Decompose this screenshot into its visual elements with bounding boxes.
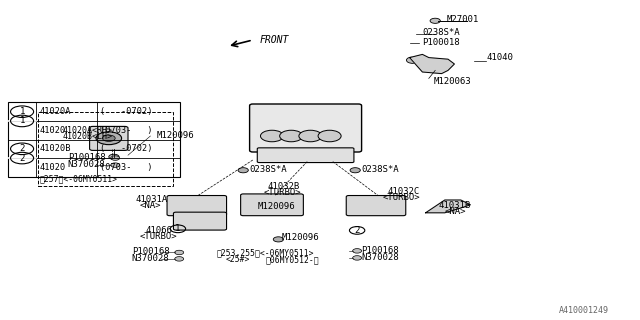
Circle shape [299, 130, 322, 142]
Text: M120096: M120096 [257, 202, 295, 211]
FancyBboxPatch shape [346, 196, 406, 216]
Text: 〈253,255〉<-06MY0511>: 〈253,255〉<-06MY0511> [216, 248, 314, 257]
Text: A410001249: A410001249 [559, 306, 609, 315]
Text: N370028: N370028 [362, 253, 399, 262]
Circle shape [432, 64, 445, 70]
Polygon shape [426, 200, 470, 213]
Circle shape [273, 237, 284, 242]
Text: <TURBO>: <TURBO> [264, 188, 301, 197]
FancyBboxPatch shape [257, 148, 354, 163]
Text: <NA>: <NA> [140, 201, 161, 210]
Text: M120096: M120096 [157, 131, 195, 140]
Text: (   -0702): ( -0702) [100, 144, 153, 153]
Text: <TURBO>: <TURBO> [140, 232, 177, 241]
Text: P100018: P100018 [422, 38, 460, 47]
Circle shape [350, 168, 360, 173]
Text: 41020A<RH>: 41020A<RH> [63, 126, 113, 135]
Text: 41020B<LH>: 41020B<LH> [63, 132, 113, 141]
Text: 2: 2 [355, 226, 360, 235]
Text: だ06MY0512-ち: だ06MY0512-ち [266, 255, 319, 264]
Text: 2: 2 [19, 144, 25, 153]
Circle shape [238, 168, 248, 173]
Text: P100168: P100168 [132, 247, 170, 256]
FancyBboxPatch shape [173, 212, 227, 230]
Text: (   -0702): ( -0702) [100, 107, 153, 116]
Circle shape [353, 256, 362, 260]
Text: 41066: 41066 [146, 226, 173, 235]
Text: <NA>: <NA> [445, 207, 467, 216]
Text: 41020: 41020 [40, 163, 66, 172]
Text: 41032C: 41032C [387, 187, 419, 196]
Text: M120096: M120096 [282, 233, 319, 242]
Text: P100168: P100168 [362, 246, 399, 255]
Circle shape [406, 57, 419, 63]
Text: 0238S*A: 0238S*A [362, 165, 399, 174]
Text: 41032B: 41032B [268, 182, 300, 191]
Polygon shape [410, 54, 454, 74]
Circle shape [175, 250, 184, 255]
FancyBboxPatch shape [250, 104, 362, 152]
FancyBboxPatch shape [167, 196, 227, 216]
Circle shape [111, 163, 120, 167]
Circle shape [111, 156, 120, 160]
Text: 1: 1 [19, 107, 25, 116]
Text: 2: 2 [19, 154, 25, 163]
Text: FRONT: FRONT [259, 35, 289, 45]
FancyBboxPatch shape [90, 126, 128, 150]
Text: (0703-   ): (0703- ) [100, 126, 153, 135]
Text: 1: 1 [175, 224, 180, 233]
Text: P100168: P100168 [68, 153, 106, 162]
Circle shape [175, 257, 184, 261]
Text: 0238S*A: 0238S*A [422, 28, 460, 36]
Circle shape [96, 132, 122, 145]
Text: 41020: 41020 [40, 126, 66, 135]
Text: N370028: N370028 [132, 254, 170, 263]
Text: 41031B: 41031B [438, 201, 470, 210]
Circle shape [102, 135, 115, 141]
Text: 41031A: 41031A [136, 195, 168, 204]
Text: 41040: 41040 [486, 53, 513, 62]
Bar [38, 112, 173, 186]
FancyBboxPatch shape [241, 194, 303, 216]
Circle shape [318, 130, 341, 142]
Circle shape [353, 249, 362, 253]
Circle shape [430, 18, 440, 23]
Text: N370028: N370028 [68, 160, 106, 169]
Text: 41020A: 41020A [40, 107, 71, 116]
Text: 1: 1 [19, 116, 25, 125]
Text: M27001: M27001 [447, 15, 479, 24]
Text: M120063: M120063 [434, 77, 472, 86]
Text: 0238S*A: 0238S*A [250, 165, 287, 174]
Text: 〈257〉<-06MY0511>: 〈257〉<-06MY0511> [40, 175, 118, 184]
Text: 41020B: 41020B [40, 144, 71, 153]
Text: <25#>: <25#> [225, 255, 250, 264]
Text: (0703-   ): (0703- ) [100, 163, 153, 172]
Circle shape [109, 154, 119, 159]
Circle shape [280, 130, 303, 142]
Circle shape [260, 130, 284, 142]
Bar [8, 102, 180, 177]
Text: <TURBO>: <TURBO> [383, 193, 420, 202]
